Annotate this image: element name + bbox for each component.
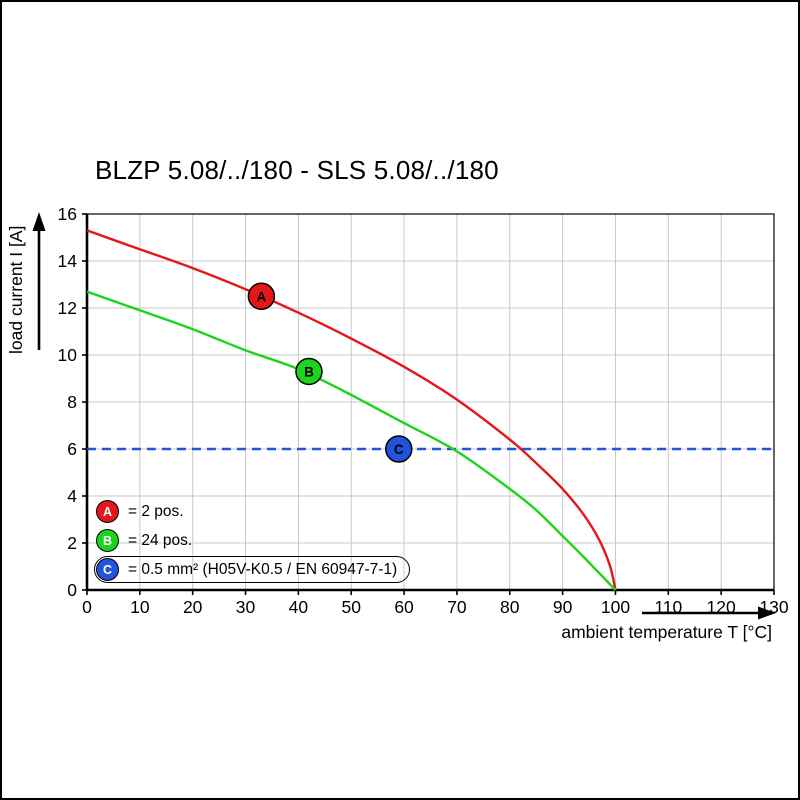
y-tick-label: 0: [67, 580, 77, 600]
x-tick-label: 30: [236, 597, 256, 617]
x-tick-label: 70: [447, 597, 467, 617]
x-tick-label: 0: [82, 597, 92, 617]
y-tick-label: 2: [67, 533, 77, 553]
x-tick-label: 20: [183, 597, 203, 617]
x-axis-arrowhead-icon: [758, 606, 776, 620]
legend-marker-b-letter: B: [102, 533, 113, 548]
y-axis-label: load current I [A]: [6, 225, 26, 354]
legend-label-c: = 0.5 mm² (H05V-K0.5 / EN 60947-7-1): [128, 560, 398, 578]
y-tick-label: 14: [58, 251, 78, 271]
curve-a: [86, 229, 617, 591]
marker-b-letter: B: [304, 364, 314, 379]
x-tick-label: 50: [341, 597, 361, 617]
y-tick-label: 4: [67, 486, 77, 506]
marker-a-letter: A: [257, 289, 267, 304]
legend-item-b: B = 24 pos.: [94, 527, 205, 554]
x-axis-label: ambient temperature T [°C]: [561, 622, 772, 642]
marker-c-letter: C: [394, 442, 404, 457]
y-tick-label: 10: [58, 345, 78, 365]
chart-title: BLZP 5.08/../180 - SLS 5.08/../180: [95, 155, 499, 185]
legend-label-a: = 2 pos.: [128, 502, 184, 520]
y-tick-label: 16: [58, 204, 77, 224]
legend-marker-c-letter: C: [102, 562, 113, 577]
x-tick-label: 10: [130, 597, 150, 617]
y-tick-label: 12: [58, 298, 77, 318]
legend-marker-c-icon: C: [96, 558, 119, 581]
x-tick-label: 100: [601, 597, 630, 617]
legend-item-c: C = 0.5 mm² (H05V-K0.5 / EN 60947-7-1): [94, 556, 411, 583]
legend: A = 2 pos. B = 24 pos. C = 0.5 mm² (H05V…: [94, 498, 411, 585]
y-tick-label: 6: [67, 439, 77, 459]
x-tick-label: 90: [553, 597, 573, 617]
y-axis-arrowhead-icon: [32, 212, 46, 231]
marker-b-icon: [295, 357, 323, 386]
legend-label-b: = 24 pos.: [128, 531, 193, 549]
legend-item-a: A = 2 pos.: [94, 498, 197, 525]
x-tick-label: 60: [394, 597, 414, 617]
y-tick-label: 8: [67, 392, 77, 412]
legend-marker-b-icon: B: [96, 529, 119, 552]
marker-a-icon: [247, 282, 276, 310]
marker-c-icon: [385, 435, 413, 463]
curve-b: [86, 290, 617, 591]
x-tick-label: 80: [500, 597, 520, 617]
legend-marker-a-icon: A: [96, 500, 119, 523]
x-tick-label: 40: [289, 597, 309, 617]
legend-marker-a-letter: A: [102, 504, 113, 519]
